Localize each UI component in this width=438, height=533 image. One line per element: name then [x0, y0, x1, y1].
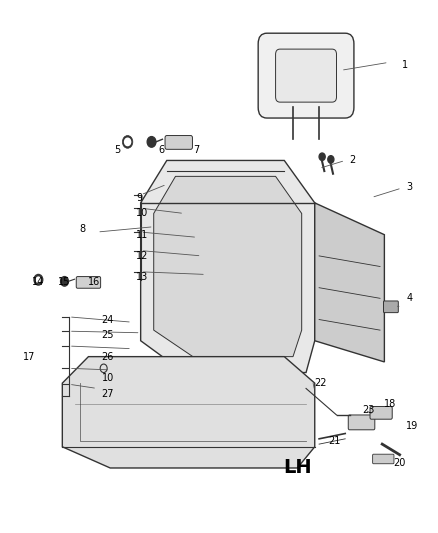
Circle shape: [36, 277, 41, 282]
Polygon shape: [141, 160, 315, 373]
Text: 8: 8: [80, 224, 86, 235]
Text: 1: 1: [402, 60, 408, 70]
Circle shape: [34, 274, 43, 285]
Text: 20: 20: [393, 458, 406, 467]
Text: 10: 10: [102, 373, 114, 383]
FancyBboxPatch shape: [76, 277, 101, 288]
Text: 7: 7: [193, 145, 199, 155]
FancyBboxPatch shape: [373, 454, 394, 464]
Text: 23: 23: [363, 405, 375, 415]
Circle shape: [124, 138, 131, 146]
FancyBboxPatch shape: [348, 415, 375, 430]
Text: 3: 3: [406, 182, 412, 192]
FancyBboxPatch shape: [370, 407, 392, 419]
Circle shape: [328, 156, 334, 163]
Text: 12: 12: [136, 251, 148, 261]
Text: 15: 15: [58, 277, 71, 287]
Text: 19: 19: [406, 421, 418, 431]
Text: 11: 11: [136, 230, 148, 240]
Text: 9: 9: [136, 192, 142, 203]
Text: 24: 24: [102, 314, 114, 325]
Text: 4: 4: [406, 293, 412, 303]
Text: 14: 14: [32, 277, 44, 287]
Text: 21: 21: [328, 437, 340, 447]
Text: 26: 26: [102, 352, 114, 361]
Polygon shape: [154, 176, 302, 357]
Circle shape: [319, 153, 325, 160]
Circle shape: [60, 277, 68, 286]
FancyBboxPatch shape: [384, 301, 398, 313]
FancyBboxPatch shape: [258, 33, 354, 118]
Text: LH: LH: [283, 458, 312, 478]
Text: 5: 5: [115, 145, 121, 155]
Polygon shape: [315, 203, 385, 362]
Text: 16: 16: [88, 277, 101, 287]
Text: 13: 13: [136, 272, 148, 282]
FancyBboxPatch shape: [165, 135, 192, 149]
Text: 25: 25: [102, 330, 114, 341]
Text: 18: 18: [385, 399, 397, 409]
Text: 6: 6: [158, 145, 164, 155]
Text: 27: 27: [102, 389, 114, 399]
Polygon shape: [62, 357, 315, 468]
Text: 22: 22: [315, 378, 327, 388]
Text: 17: 17: [23, 352, 35, 361]
Circle shape: [122, 135, 133, 148]
Text: 10: 10: [136, 208, 148, 219]
FancyBboxPatch shape: [276, 49, 336, 102]
Text: 2: 2: [350, 156, 356, 165]
Circle shape: [147, 136, 156, 147]
